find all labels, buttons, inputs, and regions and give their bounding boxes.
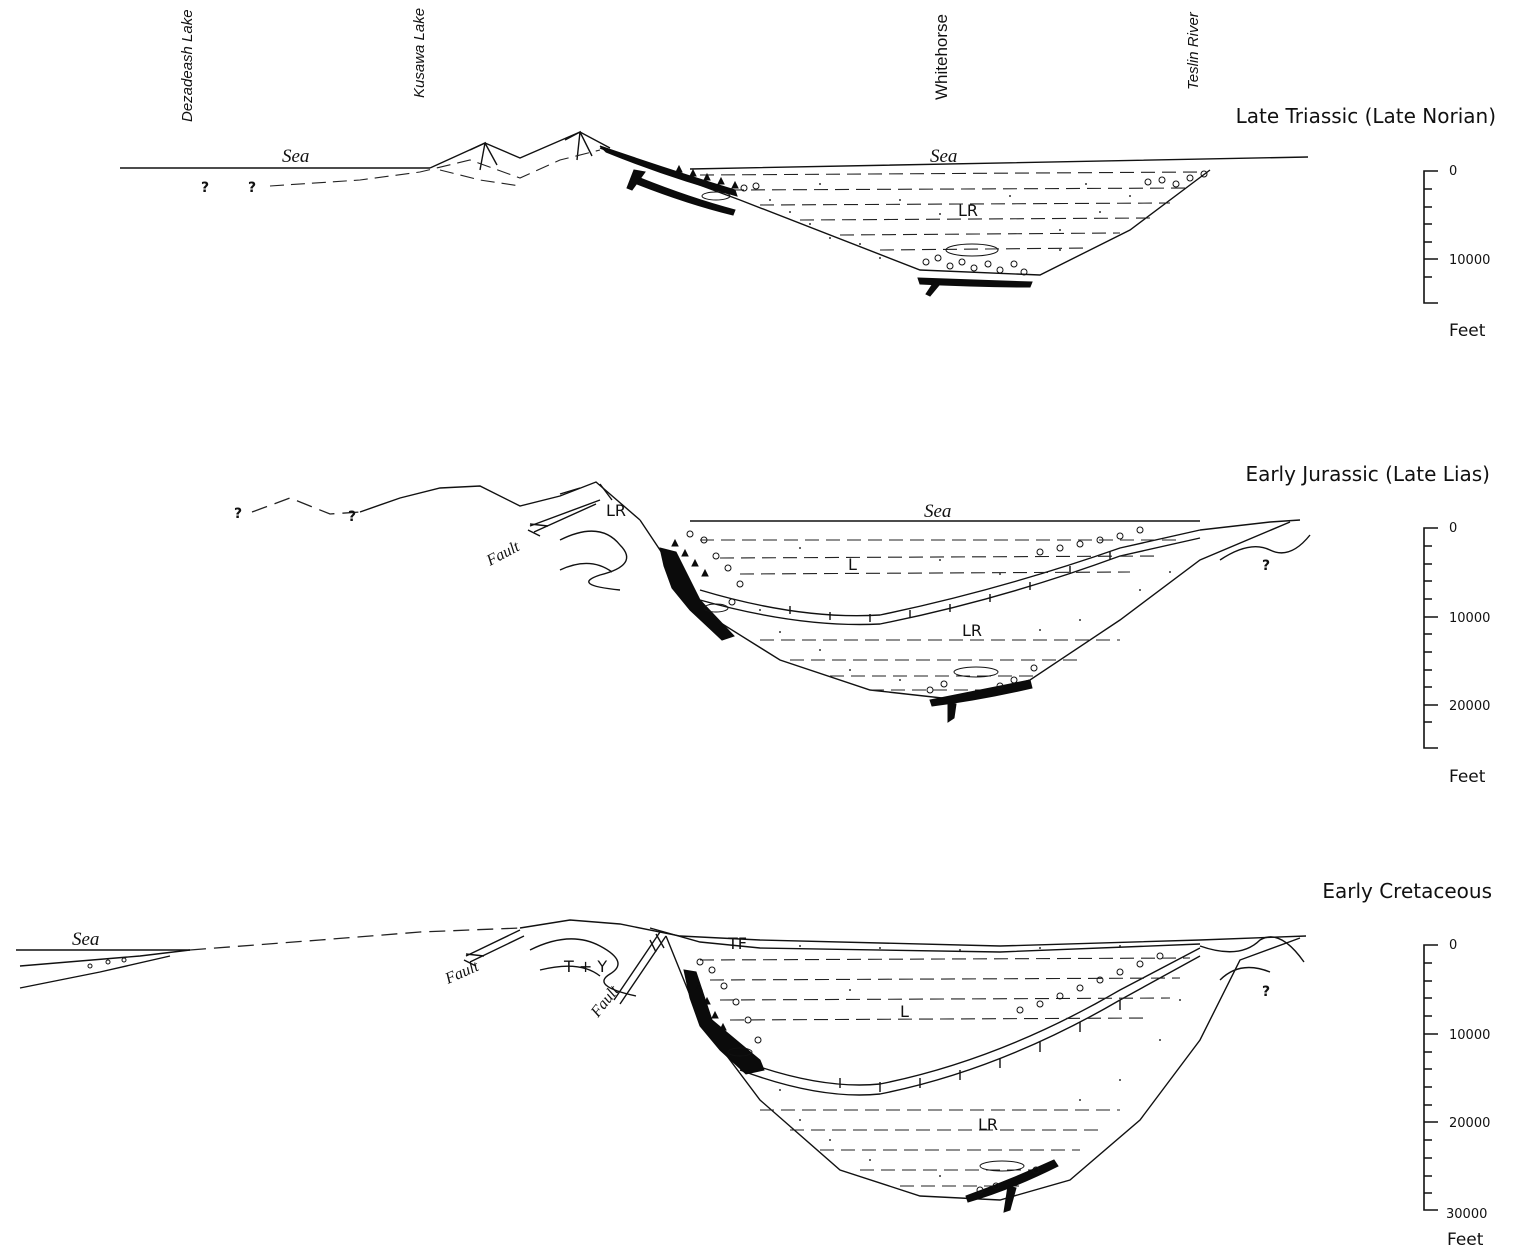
question-mark: ? xyxy=(234,506,242,522)
location-teslin-river: Teslin River xyxy=(1185,11,1202,90)
label-unit-lr: LR xyxy=(978,1115,998,1134)
scale-unit: Feet xyxy=(1449,767,1486,787)
label-fault: Fault xyxy=(483,538,523,570)
label-unit-lr: LR xyxy=(962,621,982,640)
scale-tick-label: 0 xyxy=(1449,164,1457,179)
scale-tick-label: 10000 xyxy=(1449,1028,1490,1043)
label-fault-left: Fault xyxy=(442,958,482,988)
label-unit-l: L xyxy=(900,1002,909,1021)
scale-tick-label: 20000 xyxy=(1449,699,1490,714)
section-title: Early Jurassic (Late Lias) xyxy=(1245,462,1490,486)
section-title: Early Cretaceous xyxy=(1322,879,1492,903)
location-whitehorse: Whitehorse xyxy=(932,14,951,100)
label-unit-lr: LR xyxy=(958,201,978,220)
question-mark: ? xyxy=(1262,558,1270,574)
depth-scale: 0 10000 20000 Feet xyxy=(1423,521,1490,787)
question-mark: ? xyxy=(248,180,256,196)
location-dezadeash-lake: Dezadeash Lake xyxy=(179,9,196,122)
scale-unit: Feet xyxy=(1447,1230,1484,1250)
section-early-cretaceous: Early Cretaceous xyxy=(16,879,1492,1250)
section-early-jurassic: Early Jurassic (Late Lias) xyxy=(234,462,1490,787)
label-unit-tf: TF xyxy=(727,934,747,953)
scale-tick-label: 10000 xyxy=(1449,253,1490,268)
scale-tick-label: 0 xyxy=(1449,521,1457,536)
label-sea: Sea xyxy=(924,501,951,522)
label-sea-left: Sea xyxy=(282,146,309,167)
label-sea: Sea xyxy=(72,929,99,950)
location-kusawa-lake: Kusawa Lake xyxy=(411,8,428,98)
scale-unit: Feet xyxy=(1449,321,1486,341)
label-unit-source: T + Y xyxy=(563,957,607,976)
question-mark: ? xyxy=(348,509,356,525)
label-unit-lr-source: LR xyxy=(606,501,626,520)
scale-tick-label: 0 xyxy=(1449,938,1457,953)
depth-scale: 0 10000 20000 30000 Feet xyxy=(1423,938,1490,1250)
label-unit-l: L xyxy=(848,555,857,574)
question-mark: ? xyxy=(1262,984,1270,1000)
scale-tick-label: 20000 xyxy=(1449,1116,1490,1131)
location-labels: Dezadeash Lake Kusawa Lake Whitehorse Te… xyxy=(179,8,1202,122)
scale-tick-label: 10000 xyxy=(1449,611,1490,626)
question-mark: ? xyxy=(201,180,209,196)
scale-tick-label: 30000 xyxy=(1446,1207,1487,1222)
label-sea-right: Sea xyxy=(930,146,957,167)
section-title: Late Triassic (Late Norian) xyxy=(1236,104,1496,128)
label-fault-right: Fault xyxy=(587,982,623,1021)
depth-scale: 0 10000 Feet xyxy=(1423,164,1490,341)
section-late-triassic: Late Triassic (Late Norian) xyxy=(120,104,1496,341)
